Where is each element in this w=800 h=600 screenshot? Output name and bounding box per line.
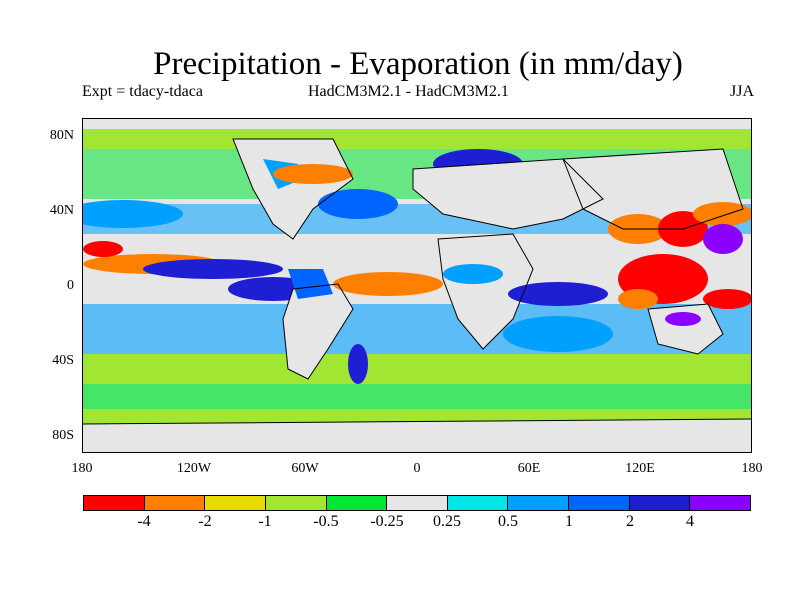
north-america	[233, 139, 353, 239]
band-arctic	[83, 129, 751, 149]
australia-purple	[665, 312, 701, 326]
colorbar	[83, 495, 751, 511]
canada-dry	[273, 164, 353, 184]
north-pacific-purple	[703, 224, 743, 254]
y-axis-label-80n: 80N	[49, 128, 74, 143]
x-axis-label-120e: 120E	[625, 461, 655, 476]
y-axis-label-80s: 80S	[52, 428, 74, 443]
africa	[438, 234, 533, 349]
atlantic-dry-band	[333, 272, 443, 296]
colorbar-swatch	[569, 496, 630, 510]
y-axis-label-0: 0	[67, 278, 74, 293]
indian-ocean-wet	[508, 282, 608, 306]
colorbar-swatch	[84, 496, 145, 510]
west-pacific-orange	[693, 202, 751, 226]
model-comparison-label: HadCM3M2.1 - HadCM3M2.1	[308, 83, 509, 100]
sahel-wet	[443, 264, 503, 284]
band-southern-ocean	[83, 384, 751, 409]
colorbar-label: -0.5	[313, 513, 339, 530]
colorbar-label: -0.25	[370, 513, 404, 530]
colorbar-swatch	[690, 496, 751, 510]
plot-title: Precipitation - Evaporation (in mm/day)	[153, 46, 683, 82]
maritime-dry-edge	[618, 289, 658, 309]
y-axis-label-40s: 40S	[52, 353, 74, 368]
colorbar-swatch	[326, 496, 388, 510]
colorbar-label: 2	[626, 513, 634, 530]
experiment-label: Expt = tdacy-tdaca	[82, 83, 203, 100]
spcz-dry	[703, 289, 751, 309]
colorbar-label: 0.25	[433, 513, 461, 530]
pacific-red-patch	[83, 241, 123, 257]
colorbar-swatch	[265, 496, 327, 510]
colorbar-label: 4	[686, 513, 694, 530]
band-subtropic-s	[83, 304, 751, 354]
band-south-mid	[83, 354, 751, 384]
x-axis-label-60w: 60W	[291, 461, 319, 476]
colorbar-label: -4	[137, 513, 151, 530]
colorbar-label: 1	[565, 513, 573, 530]
colorbar-swatch	[447, 496, 509, 510]
colorbar-swatch	[387, 496, 448, 510]
colorbar-swatch	[508, 496, 570, 510]
gulf-stream-wet	[318, 189, 398, 219]
colorbar-swatch	[629, 496, 691, 510]
antarctica	[83, 419, 751, 452]
x-axis-label-180w: 180	[71, 461, 93, 476]
south-america	[283, 284, 353, 379]
x-axis-label-120w: 120W	[176, 461, 212, 476]
x-axis-label-180e: 180	[741, 461, 763, 476]
colorbar-label: -2	[198, 513, 212, 530]
pacific-wet-band	[143, 259, 283, 279]
eurasia-west	[413, 159, 603, 229]
coastlines	[83, 138, 751, 425]
colorbar-swatch	[205, 496, 266, 510]
colorbar-swatch	[144, 496, 206, 510]
amazon-wet	[288, 269, 333, 299]
colorbar-label: -1	[258, 513, 272, 530]
patagonia-wet	[348, 344, 368, 384]
y-axis-label-40n: 40N	[49, 203, 74, 218]
x-axis-label-60e: 60E	[517, 461, 541, 476]
x-axis-label-0: 0	[413, 461, 421, 476]
colorbar-label: 0.5	[498, 513, 518, 530]
map-panel	[82, 118, 752, 453]
south-indian-ocean	[503, 316, 613, 352]
north-pacific-wet	[83, 200, 183, 228]
precip-evap-map	[83, 119, 751, 452]
season-label: JJA	[729, 83, 754, 100]
